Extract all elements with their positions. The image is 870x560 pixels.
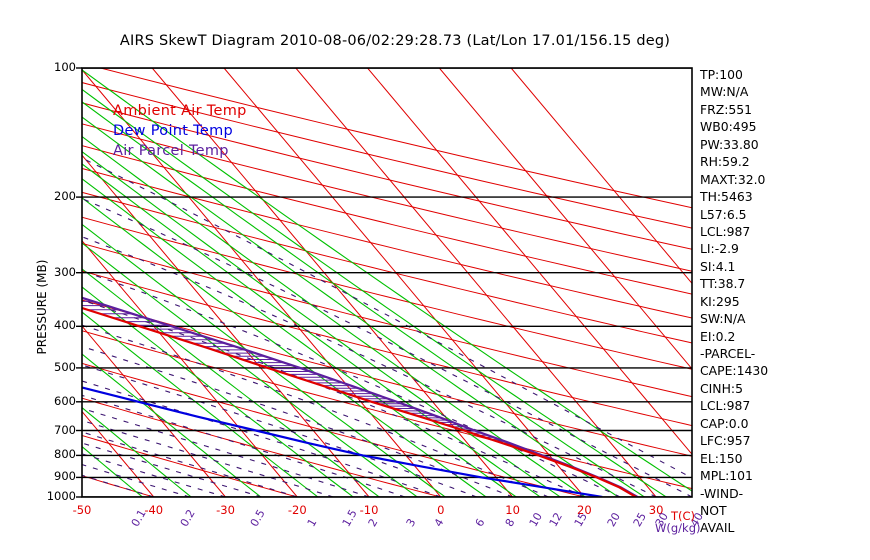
saturation-adiabats-group (82, 157, 692, 497)
axis-ticks-group (76, 67, 82, 498)
pressure-tick-100: 100 (54, 60, 76, 74)
panel-item-3: WB0:495 (700, 119, 757, 135)
temp-tick-bottom--50: -50 (72, 503, 92, 517)
panel-item-6: MAXT:32.0 (700, 171, 766, 187)
pressure-tick-300: 300 (54, 264, 76, 279)
panel-item-7: TH:5463 (700, 189, 753, 205)
stability-indices-panel: TP:100 MW:N/A FRZ:551 WB0:495 PW:33.80 RH:59.… (700, 66, 820, 537)
temp-tick-bottom-10: 10 (505, 503, 520, 517)
panel-item-2: FRZ:551 (700, 101, 753, 117)
temp-tick-bottom--30: -30 (216, 503, 235, 517)
panel-item-25: NOT (700, 502, 727, 518)
temp-tick-bottom--10: -10 (359, 503, 379, 517)
pressure-tick-600: 600 (54, 393, 76, 408)
pressure-tick-700: 700 (54, 422, 76, 437)
pressure-tick-900: 900 (54, 469, 76, 484)
panel-item-21: LFC:957 (700, 433, 751, 449)
panel-item-14: SW:N/A (700, 311, 746, 327)
temp-tick-bottom--20: -20 (287, 503, 307, 517)
panel-item-8: L57:6.5 (700, 206, 747, 222)
legend-ambient: Ambient Air Temp (113, 103, 247, 119)
temp-tick-bottom--40: -40 (144, 503, 164, 517)
panel-item-22: EL:150 (700, 450, 743, 466)
panel-item-20: CAP:0.0 (700, 415, 749, 431)
sounding-curves-group (82, 296, 639, 497)
panel-item-19: LCL:987 (700, 398, 751, 414)
x-axis-label-mixing: W(g/kg) (655, 521, 701, 535)
panel-item-13: KI:295 (700, 293, 740, 309)
panel-item-24: -WIND- (700, 485, 744, 501)
panel-item-0: TP:100 (700, 67, 743, 82)
panel-item-5: RH:59.2 (700, 154, 750, 170)
legend-dewpoint: Dew Point Temp (113, 123, 234, 139)
temp-tick-bottom-0: 0 (437, 503, 445, 517)
panel-item-1: MW:N/A (700, 84, 749, 100)
isobars-group (82, 68, 692, 497)
pressure-tick-400: 400 (54, 318, 76, 333)
pressure-tick-500: 500 (54, 359, 76, 374)
page-title: AIRS SkewT Diagram 2010-08-06/02:29:28.7… (119, 33, 671, 49)
x-axis-label-temp: T(C) (671, 509, 696, 523)
temp-tick-bottom-20: 20 (577, 503, 592, 517)
panel-item-17: CAPE:1430 (700, 363, 769, 379)
panel-item-10: LI:-2.9 (700, 241, 739, 257)
panel-item-16: -PARCEL- (700, 346, 756, 361)
panel-item-18: CINH:5 (700, 380, 743, 396)
plot-border (81, 67, 693, 498)
pressure-tick-1000: 1000 (46, 489, 76, 503)
panel-item-9: LCL:987 (700, 223, 751, 239)
panel-item-15: EI:0.2 (700, 328, 736, 344)
temp-tick-bottom-30: 30 (648, 503, 664, 517)
panel-item-12: TT:38.7 (700, 276, 746, 292)
panel-item-11: SI:4.1 (700, 258, 736, 274)
legend-parcel: Air Parcel Temp (113, 143, 229, 159)
panel-item-26: AVAIL (700, 520, 735, 536)
mixing-ratio-lines-group (82, 69, 692, 497)
pressure-tick-200: 200 (54, 189, 76, 204)
panel-item-23: MPL:101 (700, 468, 753, 484)
pressure-tick-800: 800 (54, 447, 76, 462)
panel-item-4: PW:33.80 (700, 136, 759, 152)
